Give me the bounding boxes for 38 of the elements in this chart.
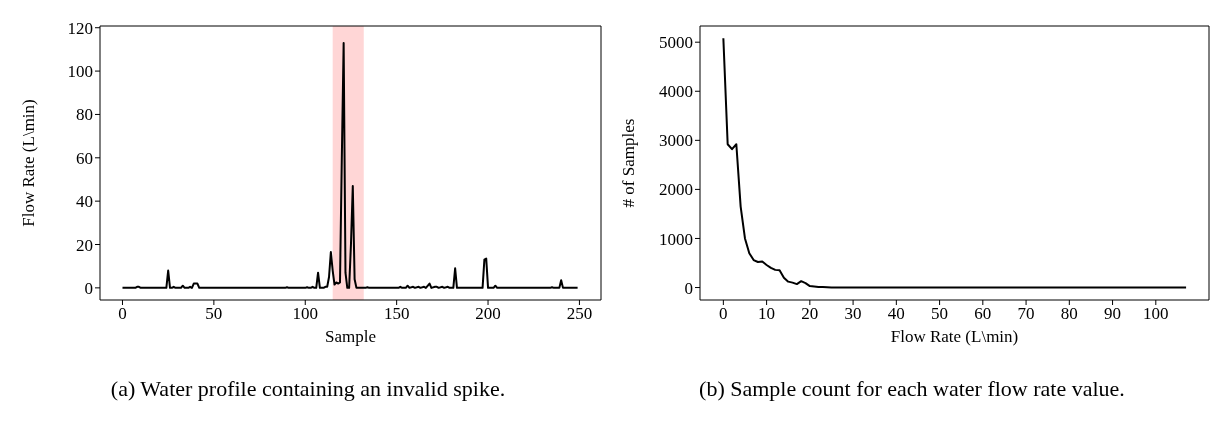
x-axis-title: Sample xyxy=(325,327,376,346)
x-tick-label: 40 xyxy=(887,304,905,324)
y-tick-label: 2000 xyxy=(659,180,693,200)
x-tick-label: 50 xyxy=(205,304,223,324)
x-tick-label: 20 xyxy=(801,304,819,324)
y-tick-label: 80 xyxy=(76,105,93,125)
x-tick-label: 100 xyxy=(1143,304,1169,324)
y-tick-label: 60 xyxy=(76,148,93,168)
x-tick-label: 100 xyxy=(292,304,319,324)
x-tick-label: 10 xyxy=(758,304,776,324)
x-tick-label: 150 xyxy=(383,304,410,324)
x-tick-label: 60 xyxy=(974,304,992,324)
y-tick-label: 0 xyxy=(84,278,93,298)
y-tick-label: 120 xyxy=(67,18,93,38)
y-tick-label: 20 xyxy=(76,235,93,255)
y-tick-label: 1000 xyxy=(659,229,693,249)
x-tick-label: 80 xyxy=(1060,304,1078,324)
y-axis-title: Flow Rate (L\min) xyxy=(19,99,39,227)
y-tick-label: 100 xyxy=(67,62,93,82)
x-tick-label: 70 xyxy=(1017,304,1035,324)
x-tick-label: 90 xyxy=(1104,304,1122,324)
text: (a) Water profile containing an invalid spike. xyxy=(109,375,507,403)
y-tick-label: 5000 xyxy=(659,33,693,53)
y-axis-title: # of Samples xyxy=(619,118,639,208)
line-series xyxy=(722,37,1188,289)
x-axis-title: Flow Rate (L\min) xyxy=(890,327,1019,346)
text: (b) Sample count for each water flow rate value. xyxy=(698,375,1126,403)
line-series xyxy=(121,41,579,289)
y-tick-label: 40 xyxy=(76,192,93,212)
y-tick-label: 0 xyxy=(684,278,693,298)
x-tick-label: 0 xyxy=(719,304,728,324)
x-tick-label: 50 xyxy=(931,304,949,324)
x-tick-label: 250 xyxy=(566,304,593,324)
y-tick-label: 3000 xyxy=(659,131,693,151)
y-tick-label: 4000 xyxy=(659,82,693,102)
x-tick-label: 0 xyxy=(118,304,127,324)
x-tick-label: 30 xyxy=(844,304,862,324)
x-tick-label: 200 xyxy=(475,304,501,324)
